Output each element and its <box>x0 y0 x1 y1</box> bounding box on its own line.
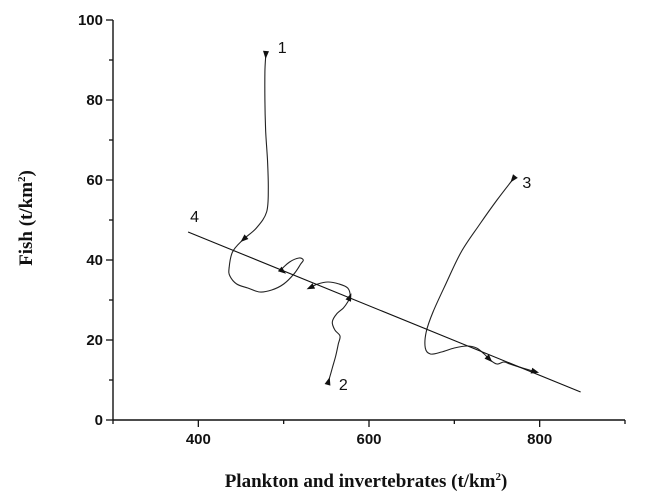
series-2 <box>306 281 352 386</box>
series-layer <box>187 50 581 393</box>
tick-labels: 400 600 800 0 20 40 60 80 100 <box>78 12 552 448</box>
trajectory-arrowhead <box>240 234 249 242</box>
series-3 <box>424 174 540 374</box>
y-tick-label: 0 <box>95 412 103 429</box>
trajectory-arrowhead <box>306 283 316 290</box>
trajectory-line <box>424 179 537 373</box>
equilibrium-line <box>187 231 581 393</box>
series-1 <box>228 50 304 293</box>
curve-label-4: 4 <box>190 209 199 226</box>
trajectory-arrowhead <box>324 377 331 386</box>
trajectory-line <box>228 55 304 293</box>
y-tick-label: 80 <box>86 92 103 109</box>
curve-labels: 1 2 3 4 <box>190 40 531 394</box>
curve-label-3: 3 <box>522 175 531 192</box>
y-tick-label: 60 <box>86 172 103 189</box>
tick-marks <box>106 19 626 427</box>
trajectory-arrowhead <box>484 354 493 363</box>
x-tick-label: 600 <box>356 431 381 448</box>
series-4 <box>187 231 581 393</box>
x-tick-label: 800 <box>527 431 552 448</box>
trajectory-arrowhead <box>263 50 269 59</box>
trajectory-line <box>309 281 351 381</box>
curve-label-2: 2 <box>339 377 348 394</box>
y-tick-label: 100 <box>78 12 103 29</box>
x-axis-title: Plankton and invertebrates (t/km2) <box>225 471 508 492</box>
y-tick-label: 40 <box>86 252 103 269</box>
curve-label-1: 1 <box>278 40 287 57</box>
y-axis-title: Fish (t/km2) <box>16 170 37 266</box>
trajectory-arrowhead <box>510 174 518 183</box>
x-tick-label: 400 <box>186 431 211 448</box>
y-tick-label: 20 <box>86 332 103 349</box>
